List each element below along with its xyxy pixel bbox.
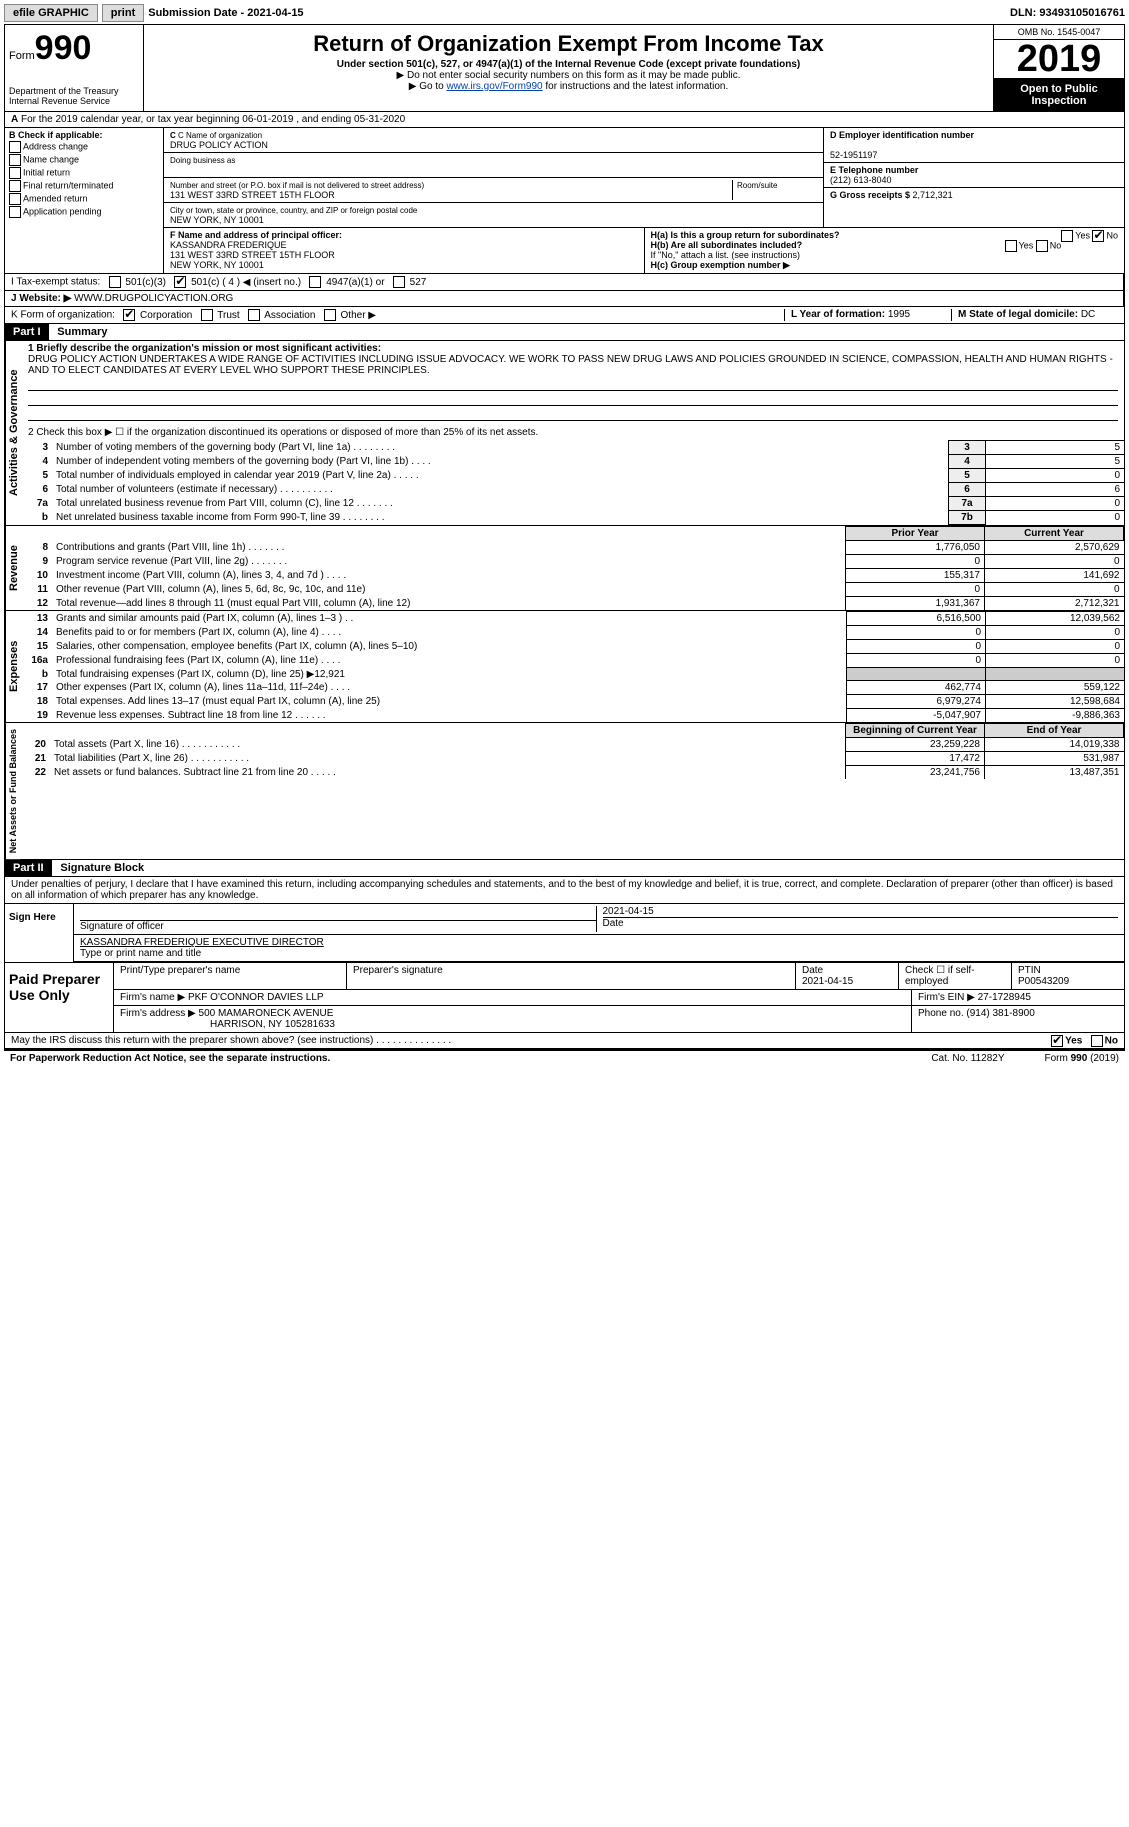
tax-status-opt[interactable]: 527 [385, 277, 427, 288]
org-name: DRUG POLICY ACTION [170, 140, 268, 150]
section-f: F Name and address of principal officer:… [164, 228, 645, 273]
irs-link[interactable]: www.irs.gov/Form990 [446, 81, 542, 92]
section-i: I Tax-exempt status: 501(c)(3) 501(c) ( … [5, 274, 1124, 290]
firm-name: PKF O'CONNOR DAVIES LLP [188, 992, 324, 1003]
discuss-line: May the IRS discuss this return with the… [5, 1033, 1124, 1050]
part2-header: Part II [5, 860, 52, 876]
org-form-opt[interactable]: Corporation [118, 310, 193, 321]
paid-preparer-label: Paid Preparer Use Only [5, 963, 114, 1032]
header-title: Return of Organization Exempt From Incom… [144, 25, 993, 111]
checkbox-address-change[interactable]: Address change [9, 141, 159, 153]
tab-governance: Activities & Governance [5, 341, 22, 525]
city: NEW YORK, NY 10001 [170, 215, 264, 225]
officer-name: KASSANDRA FREDERIQUE EXECUTIVE DIRECTOR [80, 937, 324, 948]
section-j: J Website: ▶ WWW.DRUGPOLICYACTION.ORG [5, 291, 1124, 306]
checkbox-name-change[interactable]: Name change [9, 154, 159, 166]
tab-net-assets: Net Assets or Fund Balances [5, 723, 20, 859]
header-left: Form990 Department of the Treasury Inter… [5, 25, 144, 111]
ein: 52-1951197 [830, 150, 877, 160]
header-right: OMB No. 1545-0047 2019 Open to Public In… [993, 25, 1124, 111]
checkbox-final-return-terminated[interactable]: Final return/terminated [9, 180, 159, 192]
checkbox-initial-return[interactable]: Initial return [9, 167, 159, 179]
tax-status-opt[interactable]: 4947(a)(1) or [301, 277, 384, 288]
org-form-opt[interactable]: Trust [192, 310, 239, 321]
footer: For Paperwork Reduction Act Notice, see … [4, 1051, 1125, 1066]
tab-revenue: Revenue [5, 526, 22, 610]
org-form-opt[interactable]: Association [240, 310, 316, 321]
declaration: Under penalties of perjury, I declare th… [5, 877, 1124, 904]
tax-status-opt[interactable]: 501(c)(3) [103, 277, 166, 288]
part1-header: Part I [5, 324, 49, 340]
form-990: Form990 Department of the Treasury Inter… [4, 24, 1125, 1051]
tab-expenses: Expenses [5, 611, 22, 722]
revenue-table: Prior YearCurrent Year8Contributions and… [22, 526, 1124, 610]
tax-status-opt[interactable]: 501(c) ( 4 ) ◀ (insert no.) [166, 277, 301, 288]
part2-title: Signature Block [54, 860, 150, 876]
submission-label: Submission Date - 2021-04-15 [148, 7, 303, 19]
gross-receipts: 2,712,321 [913, 190, 953, 200]
line-1: 1 Briefly describe the organization's mi… [22, 341, 1124, 425]
section-b: B Check if applicable: Address changeNam… [5, 128, 164, 273]
checkbox-application-pending[interactable]: Application pending [9, 206, 159, 218]
dln: DLN: 93493105016761 [1010, 7, 1125, 19]
section-l: L Year of formation: 1995 [784, 309, 951, 321]
checkbox-amended-return[interactable]: Amended return [9, 193, 159, 205]
sign-here-label: Sign Here [5, 904, 74, 962]
top-toolbar: efile GRAPHIC print Submission Date - 20… [4, 4, 1125, 22]
line-2: 2 Check this box ▶ ☐ if the organization… [22, 425, 1124, 440]
net-assets-table: Beginning of Current YearEnd of Year20To… [20, 723, 1124, 779]
governance-table: 3Number of voting members of the governi… [22, 440, 1124, 525]
part1-title: Summary [51, 324, 113, 340]
street: 131 WEST 33RD STREET 15TH FLOOR [170, 190, 335, 200]
section-m: M State of legal domicile: DC [951, 309, 1118, 321]
phone: (212) 613-8040 [830, 175, 892, 185]
print-button[interactable]: print [102, 4, 144, 22]
section-k: K Form of organization: Corporation Trus… [11, 309, 784, 321]
org-form-opt[interactable]: Other ▶ [315, 310, 376, 321]
sig-date: 2021-04-15 [603, 906, 654, 917]
expenses-table: 13Grants and similar amounts paid (Part … [22, 611, 1124, 722]
efile-button[interactable]: efile GRAPHIC [4, 4, 98, 22]
line-a: A For the 2019 calendar year, or tax yea… [5, 112, 1124, 128]
section-h: H(a) Is this a group return for subordin… [645, 228, 1125, 273]
